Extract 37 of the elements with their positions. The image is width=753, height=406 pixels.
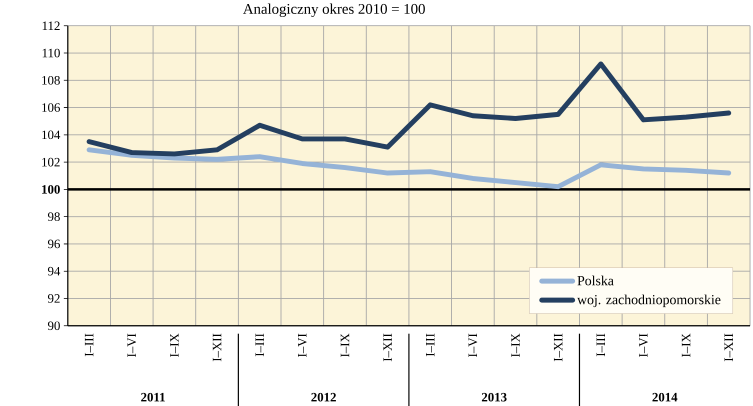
y-tick-label: 108 bbox=[42, 76, 60, 85]
x-tick-label: I–IX bbox=[340, 333, 350, 357]
text: 2014 bbox=[652, 392, 678, 402]
y-tick-label: 112 bbox=[42, 22, 60, 30]
y-tick-label: 106 bbox=[42, 103, 60, 112]
x-tick-label: I–XII bbox=[212, 334, 222, 362]
text: 2011 bbox=[141, 392, 165, 402]
x-tick-label: I–III bbox=[596, 334, 605, 356]
y-tick-label: 104 bbox=[42, 130, 60, 140]
line-series bbox=[86, 61, 732, 156]
y-tick-label: 98 bbox=[48, 212, 60, 222]
text: 2012 bbox=[311, 392, 336, 402]
x-tick-label: I–IX bbox=[170, 333, 179, 357]
y-tick-label: 100 bbox=[42, 185, 60, 194]
y-tick-label: 102 bbox=[42, 158, 60, 166]
legend-label: woj. zachodniopomorskie bbox=[577, 294, 720, 308]
x-tick-label: I–VI bbox=[298, 334, 307, 357]
x-tick-label: I–III bbox=[255, 334, 264, 356]
y-tick-label: 110 bbox=[42, 48, 60, 58]
y-tick-label: 90 bbox=[48, 321, 60, 330]
line-series bbox=[86, 147, 732, 190]
x-tick-label: I–VI bbox=[639, 334, 648, 357]
x-tick-label: I–III bbox=[426, 334, 434, 356]
x-tick-label: I–XII bbox=[724, 334, 733, 362]
y-tick-label: 94 bbox=[48, 266, 60, 276]
x-tick-label: I–IX bbox=[682, 333, 690, 357]
x-tick-label: I–IX bbox=[511, 333, 520, 357]
x-tick-label: I–XII bbox=[383, 334, 392, 362]
chart-title: Analogiczny okres 2010 = 100 bbox=[243, 4, 425, 17]
x-tick-label: I–III bbox=[84, 334, 94, 356]
x-tick-label: I–VI bbox=[127, 334, 136, 357]
y-tick-label: 96 bbox=[48, 240, 60, 248]
x-tick-label: I–VI bbox=[468, 334, 478, 357]
y-tick-label: 92 bbox=[48, 294, 60, 303]
legend-label: Polska bbox=[577, 276, 614, 286]
x-tick-label: I–XII bbox=[554, 334, 562, 362]
text: 2013 bbox=[482, 392, 507, 402]
